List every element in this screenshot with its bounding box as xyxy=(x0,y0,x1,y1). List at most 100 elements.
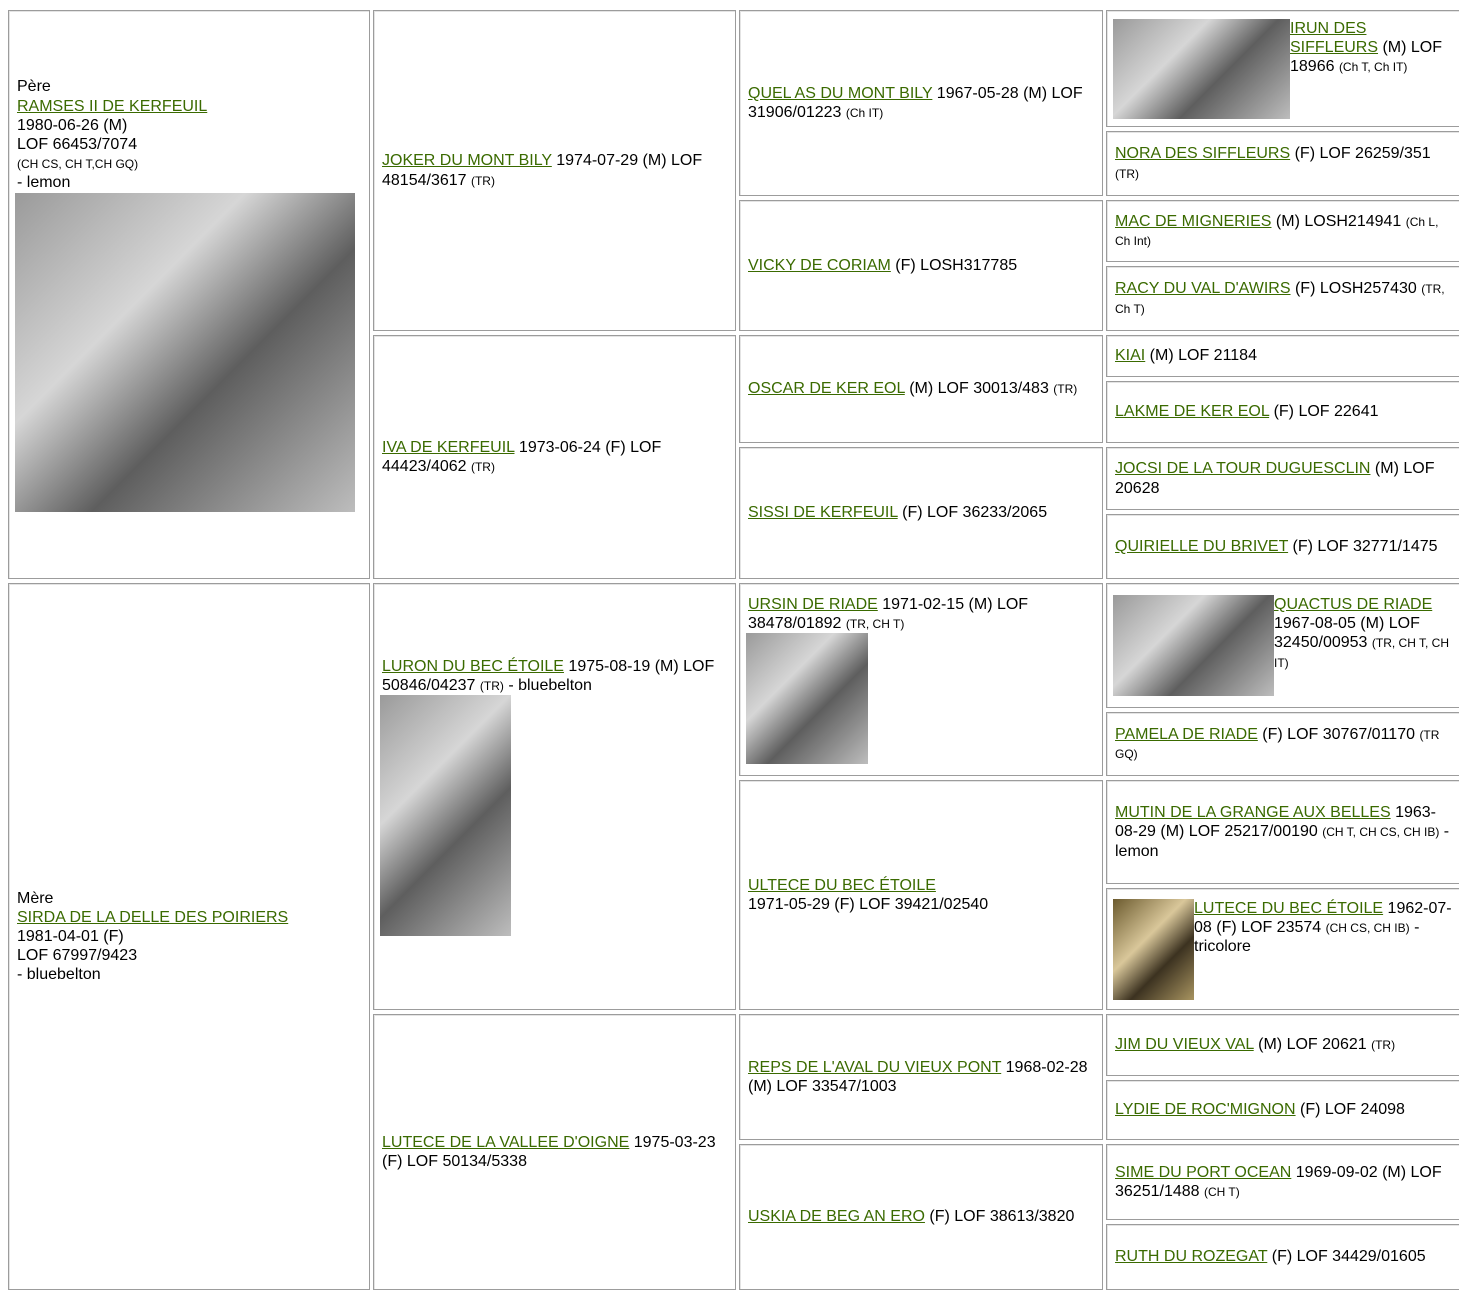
titles: (CH T, CH CS, CH IB) xyxy=(1322,825,1440,840)
text-line: NORA DES SIFFLEURS (F) LOF 26259/351 (TR… xyxy=(1115,144,1457,182)
pedigree-cell: QUEL AS DU MONT BILY 1967-05-28 (M) LOF … xyxy=(739,10,1103,196)
dog-link[interactable]: JIM DU VIEUX VAL xyxy=(1115,1036,1254,1054)
dog-link[interactable]: VICKY DE CORIAM xyxy=(748,256,891,274)
dog-info: 1967-05-28 (M) LOF 31906/01223 xyxy=(748,84,1083,121)
dog-link[interactable]: REPS DE L'AVAL DU VIEUX PONT xyxy=(748,1058,1002,1076)
dog-link[interactable]: RAMSES II DE KERFEUIL xyxy=(17,97,208,115)
dog-link[interactable]: LYDIE DE ROC'MIGNON xyxy=(1115,1101,1296,1119)
dog-photo xyxy=(1113,898,1194,1000)
pedigree-cell: URSIN DE RIADE 1971-02-15 (M) LOF 38478/… xyxy=(739,583,1103,776)
dog-info: (F) LOF 26259/351 xyxy=(1290,145,1431,163)
dog-link[interactable]: MAC DE MIGNERIES xyxy=(1115,212,1272,230)
titles: (TR) xyxy=(1371,1038,1396,1053)
dog-info: (M) LOF 30013/483 xyxy=(904,380,1054,398)
dog-link[interactable]: RACY DU VAL D'AWIRS xyxy=(1115,280,1291,298)
dog-link[interactable]: SIME DU PORT OCEAN xyxy=(1115,1163,1292,1181)
pedigree-cell: JIM DU VIEUX VAL (M) LOF 20621 (TR) xyxy=(1106,1014,1459,1076)
dog-info: (F) LOF 22641 xyxy=(1269,403,1379,421)
text-line: 1981-04-01 (F) xyxy=(17,927,365,946)
dog-info: (F) LOF 32771/1475 xyxy=(1288,537,1438,555)
titles: (TR) xyxy=(1115,166,1139,181)
pedigree-cell: VICKY DE CORIAM (F) LOSH317785 xyxy=(739,200,1103,331)
dog-info: (F) LOF 38613/3820 xyxy=(924,1208,1075,1226)
dog-link[interactable]: ULTECE DU BEC ÉTOILE xyxy=(748,876,936,894)
dog-info: 1967-08-05 (M) LOF 32450/00953 xyxy=(1274,615,1420,652)
cell-content: MUTIN DE LA GRANGE AUX BELLES 1963-08-29… xyxy=(1115,803,1457,861)
pedigree-cell: LAKME DE KER EOL (F) LOF 22641 xyxy=(1106,381,1459,443)
cell-content: USKIA DE BEG AN ERO (F) LOF 38613/3820 xyxy=(748,1207,1098,1226)
dog-link[interactable]: QUEL AS DU MONT BILY xyxy=(748,84,933,102)
dog-link[interactable]: URSIN DE RIADE xyxy=(748,595,878,613)
dog-link[interactable]: LAKME DE KER EOL xyxy=(1115,403,1270,421)
pedigree-cell: LURON DU BEC ÉTOILE 1975-08-19 (M) LOF 5… xyxy=(373,583,736,1010)
dog-link[interactable]: USKIA DE BEG AN ERO xyxy=(748,1208,925,1226)
text-line: REPS DE L'AVAL DU VIEUX PONT 1968-02-28 … xyxy=(748,1058,1098,1096)
dog-link[interactable]: QUIRIELLE DU BRIVET xyxy=(1115,537,1289,555)
cell-content: PAMELA DE RIADE (F) LOF 30767/01170 (TR … xyxy=(1115,725,1457,763)
text-line: 1971-05-29 (F) LOF 39421/02540 xyxy=(748,895,1098,914)
text-line: VICKY DE CORIAM (F) LOSH317785 xyxy=(748,256,1098,275)
dog-link[interactable]: MUTIN DE LA GRANGE AUX BELLES xyxy=(1115,804,1391,822)
text-line: IRUN DES SIFFLEURS (M) LOF 18966 (Ch T, … xyxy=(1115,19,1457,77)
dog-info: Mère xyxy=(17,889,54,907)
cell-content: KIAI (M) LOF 21184 xyxy=(1115,346,1457,365)
text-line: OSCAR DE KER EOL (M) LOF 30013/483 (TR) xyxy=(748,379,1098,398)
dog-info: 1963-08-29 (M) LOF 25217/00190 xyxy=(1115,804,1437,841)
text-line: RUTH DU ROZEGAT (F) LOF 34429/01605 xyxy=(1115,1247,1457,1266)
pedigree-cell: NORA DES SIFFLEURS (F) LOF 26259/351 (TR… xyxy=(1106,131,1459,196)
dog-info: - tricolore xyxy=(1194,918,1420,955)
text-line: SISSI DE KERFEUIL (F) LOF 36233/2065 xyxy=(748,503,1098,522)
dog-info: 1962-07-08 (F) LOF 23574 xyxy=(1194,899,1452,936)
dog-link[interactable]: IVA DE KERFEUIL xyxy=(382,438,515,456)
dog-link[interactable]: SISSI DE KERFEUIL xyxy=(748,504,898,522)
dog-link[interactable]: RUTH DU ROZEGAT xyxy=(1115,1248,1268,1266)
cell-content: MAC DE MIGNERIES (M) LOSH214941 (Ch L, C… xyxy=(1115,212,1457,250)
text-line: - bluebelton xyxy=(17,965,365,984)
dog-link[interactable]: SIRDA DE LA DELLE DES POIRIERS xyxy=(17,908,289,926)
pedigree-cell: LYDIE DE ROC'MIGNON (F) LOF 24098 xyxy=(1106,1080,1459,1140)
cell-content: REPS DE L'AVAL DU VIEUX PONT 1968-02-28 … xyxy=(748,1058,1098,1096)
text-line: JOCSI DE LA TOUR DUGUESCLIN (M) LOF 2062… xyxy=(1115,459,1457,497)
dog-info: - lemon xyxy=(17,174,71,192)
dog-link[interactable]: LUTECE DU BEC ÉTOILE xyxy=(1194,899,1384,917)
titles: (TR) xyxy=(1053,382,1078,397)
dog-info: 1975-03-23 (F) LOF 50134/5338 xyxy=(382,1133,716,1170)
dog-link[interactable]: QUACTUS DE RIADE xyxy=(1274,596,1433,613)
titles: (CH CS, CH T,CH GQ) xyxy=(17,157,139,172)
text-line: LOF 66453/7074 xyxy=(17,135,365,154)
pedigree-cell: REPS DE L'AVAL DU VIEUX PONT 1968-02-28 … xyxy=(739,1014,1103,1140)
dog-link[interactable]: PAMELA DE RIADE xyxy=(1115,725,1258,743)
dog-link[interactable]: JOKER DU MONT BILY xyxy=(382,152,552,170)
dog-link[interactable]: JOCSI DE LA TOUR DUGUESCLIN xyxy=(1115,460,1371,478)
dog-link[interactable]: IRUN DES SIFFLEURS xyxy=(1290,19,1379,56)
dog-link[interactable]: KIAI xyxy=(1115,347,1146,365)
dog-info: (M) LOSH214941 xyxy=(1271,212,1406,230)
cell-content: URSIN DE RIADE 1971-02-15 (M) LOF 38478/… xyxy=(746,595,1098,765)
dog-info: Père xyxy=(17,78,51,96)
dog-link[interactable]: LURON DU BEC ÉTOILE xyxy=(382,657,564,675)
dog-link[interactable]: LUTECE DE LA VALLEE D'OIGNE xyxy=(382,1133,630,1151)
pedigree-cell: IVA DE KERFEUIL 1973-06-24 (F) LOF 44423… xyxy=(373,335,736,579)
cell-content: LUTECE DE LA VALLEE D'OIGNE 1975-03-23 (… xyxy=(382,1133,731,1171)
dog-info: 1980-06-26 (M) xyxy=(17,116,128,134)
titles: (Ch T, Ch IT) xyxy=(1338,59,1408,74)
pedigree-cell: QUIRIELLE DU BRIVET (F) LOF 32771/1475 xyxy=(1106,514,1459,579)
pedigree-cell: OSCAR DE KER EOL (M) LOF 30013/483 (TR) xyxy=(739,335,1103,443)
dog-info: - lemon xyxy=(1115,823,1450,860)
pedigree-cell: QUACTUS DE RIADE 1967-08-05 (M) LOF 3245… xyxy=(1106,583,1459,708)
dog-link[interactable]: OSCAR DE KER EOL xyxy=(748,380,905,398)
pedigree-cell: KIAI (M) LOF 21184 xyxy=(1106,335,1459,377)
text-line: ULTECE DU BEC ÉTOILE xyxy=(748,876,1098,895)
text-line: SIME DU PORT OCEAN 1969-09-02 (M) LOF 36… xyxy=(1115,1163,1457,1201)
dog-info: - bluebelton xyxy=(17,966,101,984)
dog-info: (F) LOF 36233/2065 xyxy=(897,504,1048,522)
cell-content: QUACTUS DE RIADE 1967-08-05 (M) LOF 3245… xyxy=(1113,595,1457,696)
dog-link[interactable]: NORA DES SIFFLEURS xyxy=(1115,145,1291,163)
dog-info: 1974-07-29 (M) LOF 48154/3617 xyxy=(382,152,703,189)
text-line: QUACTUS DE RIADE 1967-08-05 (M) LOF 3245… xyxy=(1115,595,1457,672)
text-line: USKIA DE BEG AN ERO (F) LOF 38613/3820 xyxy=(748,1207,1098,1226)
pedigree-cell: SISSI DE KERFEUIL (F) LOF 36233/2065 xyxy=(739,447,1103,579)
pedigree-cell: RUTH DU ROZEGAT (F) LOF 34429/01605 xyxy=(1106,1224,1459,1290)
text-line: - lemon xyxy=(17,173,365,192)
text-line: LUTECE DU BEC ÉTOILE 1962-07-08 (F) LOF … xyxy=(1115,899,1457,957)
